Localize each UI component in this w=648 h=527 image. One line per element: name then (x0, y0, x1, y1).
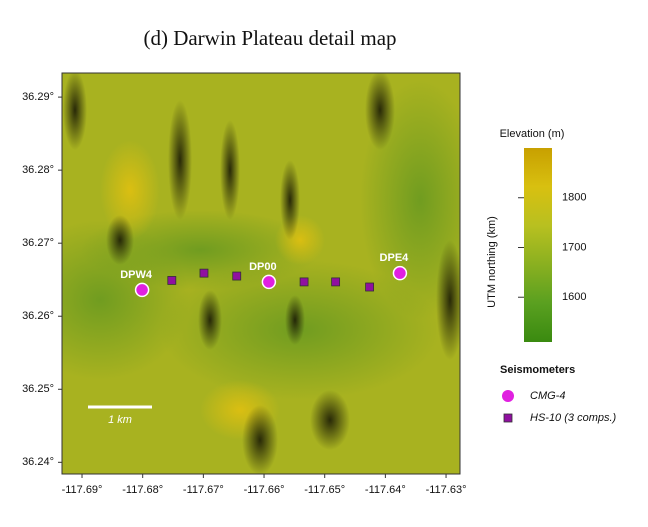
x-tick-label: -117.66° (244, 484, 285, 496)
y-tick-label: 36.28° (22, 164, 54, 176)
x-tick-label: -117.67° (183, 484, 224, 496)
legend-label: CMG-4 (530, 390, 565, 402)
station-label: DPW4 (120, 269, 153, 281)
colorbar-tick-label: 1600 (562, 291, 586, 303)
legend-marker (503, 413, 513, 423)
x-tick-label: -117.65° (304, 484, 345, 496)
station-marker (365, 282, 375, 292)
colorbar (524, 148, 552, 342)
y-tick-label: 36.26° (22, 310, 54, 322)
colorbar-title: Elevation (m) (500, 128, 565, 140)
legend-marker (502, 390, 514, 402)
station-marker (232, 271, 242, 281)
y-tick-label: 36.27° (22, 237, 54, 249)
legend-label: HS-10 (3 comps.) (530, 412, 617, 424)
y-tick-label: 36.29° (22, 91, 54, 103)
station-label: DP00 (249, 261, 277, 273)
station-marker (261, 274, 277, 290)
y-tick-label: 36.25° (22, 383, 54, 395)
x-tick-label: -117.63° (426, 484, 467, 496)
map-frame (61, 72, 461, 475)
x-tick-label: -117.68° (122, 484, 163, 496)
scale-bar-label: 1 km (108, 414, 132, 426)
map-title: (d) Darwin Plateau detail map (143, 26, 396, 50)
station-marker (199, 268, 209, 278)
station-label: DPE4 (380, 252, 410, 264)
x-tick-label: -117.64° (365, 484, 406, 496)
terrain (62, 73, 460, 474)
station-marker (134, 282, 150, 298)
side-label: UTM northing (km) (486, 216, 498, 308)
y-tick-label: 36.24° (22, 456, 54, 468)
colorbar-tick-label: 1700 (562, 241, 586, 253)
station-marker (167, 276, 177, 285)
station-marker (331, 277, 341, 287)
legend-title: Seismometers (500, 364, 575, 376)
station-marker (299, 277, 309, 287)
x-tick-label: -117.69° (62, 484, 103, 496)
station-marker (392, 265, 408, 281)
colorbar-tick-label: 1800 (562, 192, 586, 204)
